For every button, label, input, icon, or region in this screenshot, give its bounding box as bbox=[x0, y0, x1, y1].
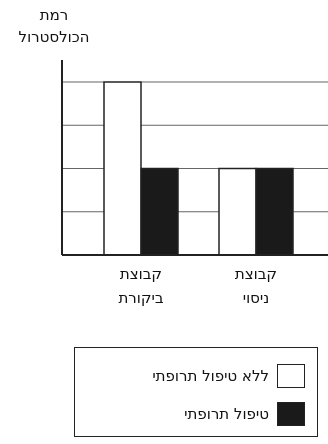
category-label-experiment: קבוצת ניסוי bbox=[234, 265, 278, 307]
bar-no-treatment-0 bbox=[103, 81, 142, 256]
bar-chart bbox=[61, 60, 328, 256]
y-axis-label: רמת הכולסטרול bbox=[18, 6, 90, 46]
legend-item-no-treatment: ללא טיפול תרופתי bbox=[152, 364, 305, 388]
bar-treatment-0 bbox=[140, 167, 179, 256]
bars bbox=[103, 81, 294, 256]
legend-item-treatment: טיפול תרופתי bbox=[184, 402, 305, 426]
legend-swatch-white bbox=[277, 364, 305, 388]
legend-label: טיפול תרופתי bbox=[184, 405, 269, 423]
legend: ללא טיפול תרופתי טיפול תרופתי bbox=[74, 347, 318, 437]
bar-no-treatment-1 bbox=[218, 167, 257, 256]
category-label-control: קבוצת ביקורת bbox=[118, 265, 164, 307]
legend-swatch-black bbox=[277, 402, 305, 426]
legend-label: ללא טיפול תרופתי bbox=[152, 367, 269, 385]
bar-treatment-1 bbox=[255, 167, 294, 256]
